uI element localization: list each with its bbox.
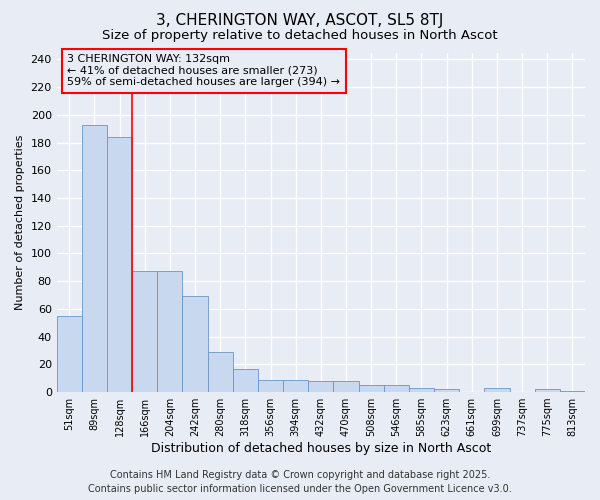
Bar [560, 390, 585, 392]
Bar [484, 388, 509, 392]
Bar [409, 388, 434, 392]
Bar [359, 385, 384, 392]
Y-axis label: Number of detached properties: Number of detached properties [15, 134, 25, 310]
Bar [283, 380, 308, 392]
Bar [384, 385, 409, 392]
Bar [182, 296, 208, 392]
X-axis label: Distribution of detached houses by size in North Ascot: Distribution of detached houses by size … [151, 442, 491, 455]
Text: 3, CHERINGTON WAY, ASCOT, SL5 8TJ: 3, CHERINGTON WAY, ASCOT, SL5 8TJ [157, 12, 443, 28]
Bar [308, 381, 334, 392]
Bar [132, 272, 157, 392]
Text: 3 CHERINGTON WAY: 132sqm
← 41% of detached houses are smaller (273)
59% of semi-: 3 CHERINGTON WAY: 132sqm ← 41% of detach… [67, 54, 340, 88]
Bar [208, 352, 233, 392]
Bar [535, 390, 560, 392]
Bar [157, 272, 182, 392]
Bar [334, 381, 359, 392]
Bar [233, 368, 258, 392]
Bar [56, 316, 82, 392]
Text: Contains HM Land Registry data © Crown copyright and database right 2025.
Contai: Contains HM Land Registry data © Crown c… [88, 470, 512, 494]
Bar [258, 380, 283, 392]
Bar [107, 137, 132, 392]
Text: Size of property relative to detached houses in North Ascot: Size of property relative to detached ho… [102, 29, 498, 42]
Bar [434, 390, 459, 392]
Bar [82, 124, 107, 392]
